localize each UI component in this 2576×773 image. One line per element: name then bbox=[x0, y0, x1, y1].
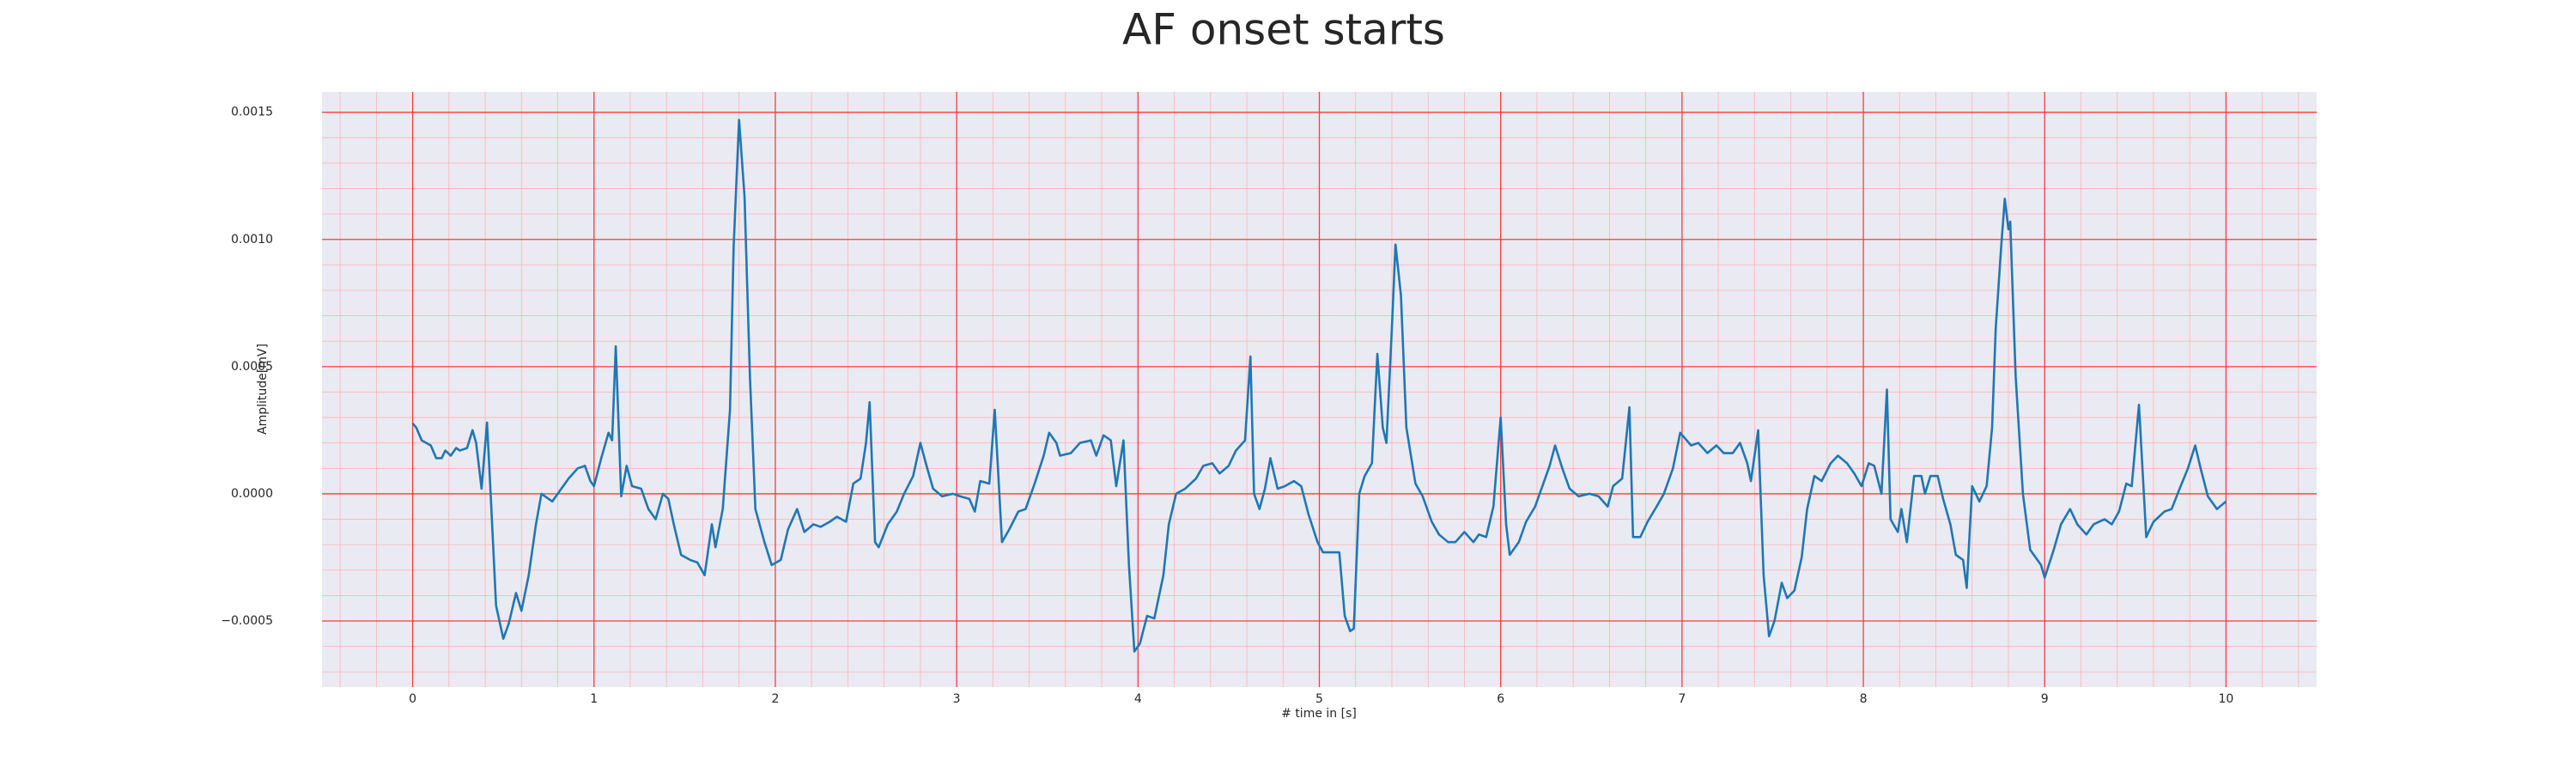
x-axis-label: # time in [s] bbox=[1281, 707, 1357, 721]
y-tick-label: 0.0015 bbox=[231, 106, 273, 119]
y-tick-label: 0.0005 bbox=[231, 360, 273, 374]
y-tick-label: −0.0005 bbox=[221, 614, 273, 628]
x-tick-label: 6 bbox=[1497, 692, 1504, 706]
x-tick-label: 2 bbox=[771, 692, 779, 706]
x-tick-label: 0 bbox=[409, 692, 416, 706]
x-tick-label: 8 bbox=[1860, 692, 1868, 706]
signal-line bbox=[411, 119, 2227, 653]
x-tick-label: 3 bbox=[953, 692, 961, 706]
x-tick-label: 5 bbox=[1315, 692, 1323, 706]
y-axis-label: Amplitude[mV] bbox=[256, 344, 270, 435]
x-tick-label: 4 bbox=[1134, 692, 1142, 706]
x-tick-label: 7 bbox=[1678, 692, 1686, 706]
x-tick-label: 10 bbox=[2218, 692, 2233, 706]
x-tick-label: 1 bbox=[590, 692, 598, 706]
y-tick-label: 0.0000 bbox=[231, 487, 273, 501]
chart-title: AF onset starts bbox=[1122, 5, 1445, 55]
x-tick-label: 9 bbox=[2041, 692, 2049, 706]
y-tick-label: 0.0010 bbox=[231, 233, 273, 247]
